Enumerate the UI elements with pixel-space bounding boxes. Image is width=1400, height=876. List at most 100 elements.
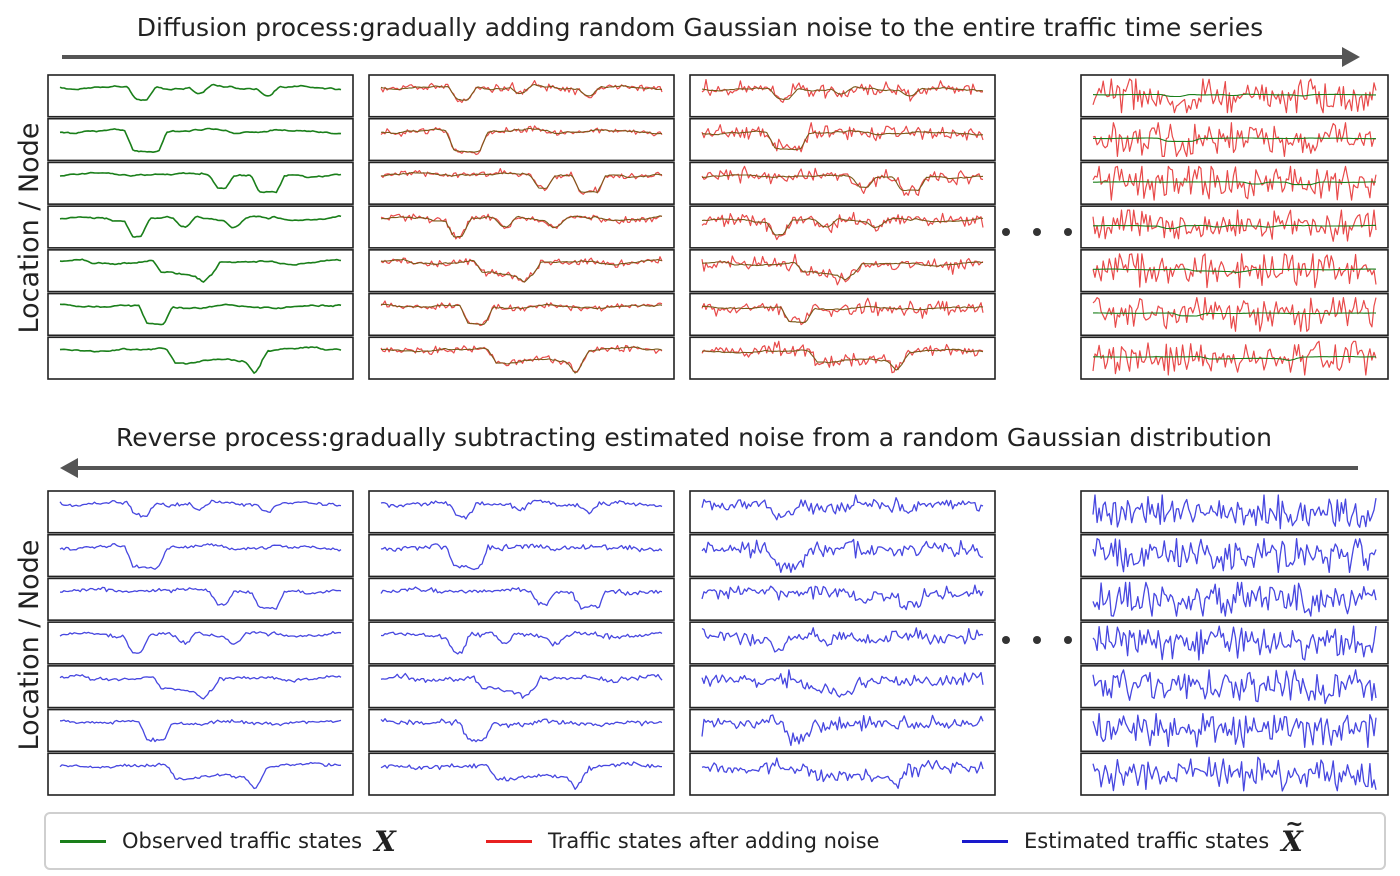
panel-forward-col1-row7 <box>47 336 354 380</box>
estimated-series-col4-row6 <box>1092 712 1377 748</box>
underlying-series-col2-row3 <box>380 172 663 194</box>
panel-forward-col4-row6 <box>1080 292 1389 337</box>
panel-reverse-col2-row2 <box>368 533 675 578</box>
estimated-series-col4-row1 <box>1092 494 1377 530</box>
panel-forward-col1-row4 <box>47 205 354 249</box>
panel-reverse-col2-row5 <box>368 665 675 709</box>
tilde-icon: ~ <box>1285 810 1304 837</box>
underlying-series-col3-row2 <box>701 130 984 151</box>
panel-forward-col1-row2 <box>47 117 354 162</box>
panel-forward-col3-row1 <box>689 74 996 118</box>
underlying-series-col2-row4 <box>380 215 663 238</box>
estimated-series-col4-row3 <box>1092 581 1377 617</box>
estimated-series-col2-row1 <box>380 499 663 520</box>
estimated-series-col4-row4 <box>1092 625 1377 661</box>
estimated-series-col2-row4 <box>380 630 663 655</box>
legend-line-noisy <box>486 839 532 843</box>
panel-forward-col2-row5 <box>368 249 675 293</box>
estimated-series-col2-row6 <box>380 718 663 743</box>
panel-forward-col2-row6 <box>368 292 675 337</box>
reverse-title: Reverse process:gradually subtracting es… <box>116 423 1272 452</box>
observed-series-row6 <box>59 303 342 326</box>
underlying-series-col4-row6 <box>1093 312 1377 317</box>
estimated-series-col3-row4 <box>701 627 984 653</box>
legend-item-estimated: Estimated traffic states ~ X <box>962 811 1304 868</box>
estimated-series-col3-row7 <box>701 757 984 789</box>
underlying-series-col3-row4 <box>701 217 984 236</box>
estimated-series-col2-row5 <box>380 672 663 699</box>
panel-reverse-col3-row5 <box>689 665 996 709</box>
panel-forward-col1-row5 <box>47 249 354 293</box>
estimated-series-col1-row7 <box>59 761 342 790</box>
underlying-series-col4-row5 <box>1093 268 1377 273</box>
panel-reverse-col2-row4 <box>368 621 675 665</box>
observed-series-row3 <box>59 171 342 194</box>
noisy-series-col4-row4 <box>1092 209 1377 242</box>
underlying-series-col3-row7 <box>701 348 984 371</box>
panel-reverse-col1-row2 <box>47 533 354 578</box>
legend-line-observed <box>60 839 106 843</box>
ellipsis-top-icon <box>1002 228 1072 236</box>
underlying-series-col4-row2 <box>1093 137 1377 143</box>
estimated-series-col3-row5 <box>701 669 984 698</box>
panel-reverse-col1-row3 <box>47 577 354 621</box>
panel-reverse-col2-row3 <box>368 577 675 621</box>
underlying-series-col3-row5 <box>701 260 984 281</box>
legend-label-noisy: Traffic states after adding noise <box>548 829 880 853</box>
noisy-series-col4-row3 <box>1092 165 1377 201</box>
estimated-series-col1-row1 <box>59 499 342 518</box>
panel-forward-col3-row7 <box>689 336 996 380</box>
legend-symbol-estimated: ~ X <box>1281 811 1303 858</box>
observed-series-row2 <box>59 127 342 153</box>
y-axis-label-top: Location / Node <box>14 123 45 334</box>
underlying-series-col2-row6 <box>380 303 663 326</box>
forward-arrow-head <box>1342 47 1360 67</box>
legend-label-observed: Observed traffic states <box>122 829 363 853</box>
panel-forward-col2-row4 <box>368 205 675 249</box>
panel-reverse-col3-row4 <box>689 621 996 665</box>
panel-forward-col1-row3 <box>47 161 354 205</box>
observed-series-row1 <box>59 83 342 102</box>
panel-reverse-col2-row1 <box>368 490 675 534</box>
estimated-series-col1-row3 <box>59 586 342 610</box>
panel-reverse-col1-row4 <box>47 621 354 665</box>
noisy-series-col4-row7 <box>1092 340 1377 376</box>
estimated-series-col4-row5 <box>1092 669 1377 705</box>
legend-symbol-estimated-letter: X <box>1281 824 1303 858</box>
estimated-series-col2-row7 <box>380 761 662 790</box>
panel-forward-col1-row6 <box>47 292 354 337</box>
panel-reverse-col2-row6 <box>368 708 675 753</box>
noisy-series-col4-row6 <box>1092 297 1377 332</box>
estimated-series-col4-row7 <box>1092 756 1377 792</box>
estimated-series-col2-row3 <box>380 586 663 610</box>
reverse-arrow-head <box>60 458 78 478</box>
underlying-series-col2-row1 <box>380 83 663 101</box>
estimated-series-col1-row6 <box>60 719 342 743</box>
panel-forward-col3-row2 <box>689 117 996 162</box>
panel-reverse-col1-row5 <box>47 665 354 709</box>
observed-series-row4 <box>59 215 342 238</box>
estimated-series-col1-row2 <box>59 543 342 570</box>
panel-reverse-col3-row3 <box>689 577 996 621</box>
estimated-series-col3-row1 <box>701 494 984 521</box>
estimated-series-col2-row2 <box>380 543 663 571</box>
panel-reverse-col1-row7 <box>47 752 354 796</box>
panel-forward-col2-row3 <box>368 161 675 205</box>
y-axis-label-bottom: Location / Node <box>14 540 45 751</box>
panel-reverse-col3-row2 <box>689 533 996 578</box>
underlying-series-col2-row2 <box>380 127 663 153</box>
underlying-series-col4-row7 <box>1092 355 1377 361</box>
underlying-series-col3-row6 <box>701 305 984 324</box>
panel-reverse-col3-row6 <box>689 708 996 753</box>
panel-forward-col3-row3 <box>689 161 996 205</box>
underlying-series-col2-row7 <box>380 346 663 374</box>
legend-item-noisy: Traffic states after adding noise <box>486 814 879 868</box>
legend-item-observed: Observed traffic states X <box>60 814 396 868</box>
diffusion-title: Diffusion process:gradually adding rando… <box>137 13 1263 42</box>
observed-series-row5 <box>59 258 342 283</box>
estimated-series-col3-row6 <box>701 714 984 747</box>
underlying-series-col2-row5 <box>380 258 663 283</box>
underlying-series-col4-row3 <box>1093 181 1376 186</box>
ellipsis-bottom-icon <box>1002 636 1072 644</box>
